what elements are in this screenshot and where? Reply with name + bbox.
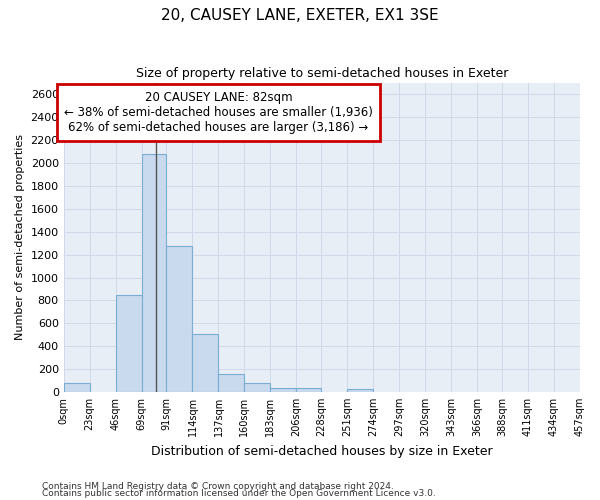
Text: Contains HM Land Registry data © Crown copyright and database right 2024.: Contains HM Land Registry data © Crown c… <box>42 482 394 491</box>
Bar <box>347 389 373 392</box>
Bar <box>244 384 271 392</box>
Bar <box>64 384 89 392</box>
Bar <box>218 374 244 392</box>
X-axis label: Distribution of semi-detached houses by size in Exeter: Distribution of semi-detached houses by … <box>151 444 493 458</box>
Bar <box>296 388 321 392</box>
Bar <box>142 154 166 392</box>
Text: 20, CAUSEY LANE, EXETER, EX1 3SE: 20, CAUSEY LANE, EXETER, EX1 3SE <box>161 8 439 22</box>
Text: 20 CAUSEY LANE: 82sqm
← 38% of semi-detached houses are smaller (1,936)
62% of s: 20 CAUSEY LANE: 82sqm ← 38% of semi-deta… <box>64 91 373 134</box>
Bar <box>193 334 218 392</box>
Text: Contains public sector information licensed under the Open Government Licence v3: Contains public sector information licen… <box>42 490 436 498</box>
Y-axis label: Number of semi-detached properties: Number of semi-detached properties <box>15 134 25 340</box>
Bar <box>271 388 296 392</box>
Title: Size of property relative to semi-detached houses in Exeter: Size of property relative to semi-detach… <box>136 68 508 80</box>
Bar <box>166 246 193 392</box>
Bar <box>116 294 142 392</box>
